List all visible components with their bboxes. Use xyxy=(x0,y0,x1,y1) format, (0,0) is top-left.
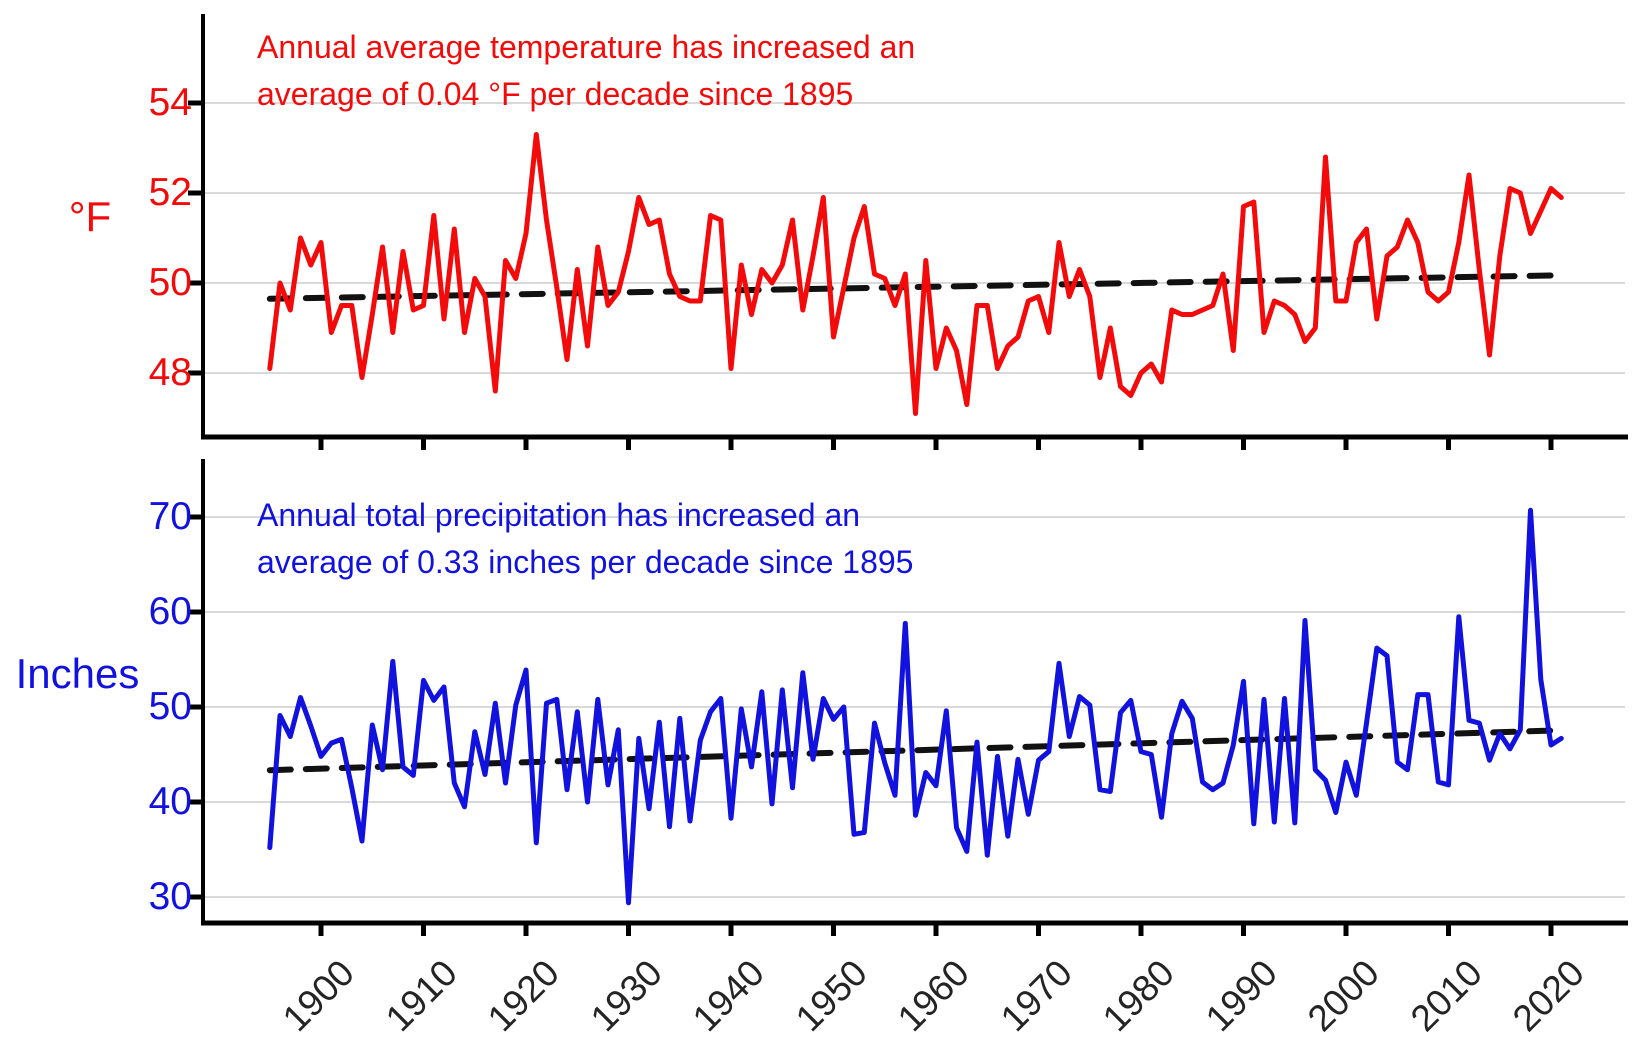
precipitation-annotation-line2: average of 0.33 inches per decade since … xyxy=(257,544,914,580)
y-axis-title-temperature: °F xyxy=(68,193,112,240)
temperature-trend-line xyxy=(266,272,1565,302)
precipitation-y-tick-label-30: 30 xyxy=(148,875,192,918)
temperature-annotation: Annual average temperature has increased… xyxy=(257,24,915,118)
temperature-annotation-line1: Annual average temperature has increased… xyxy=(257,29,916,65)
precipitation-trend-line xyxy=(266,727,1565,774)
temperature-line xyxy=(267,132,1564,416)
precipitation-y-tick-label-60: 60 xyxy=(148,590,192,633)
temperature-annotation-line2: average of 0.04 °F per decade since 1895 xyxy=(257,76,854,112)
precipitation-y-tick-label-50: 50 xyxy=(148,685,192,728)
temperature-y-tick-label-48: 48 xyxy=(148,351,192,394)
precipitation-line xyxy=(267,507,1564,906)
temperature-y-tick-label-52: 52 xyxy=(148,171,192,214)
temperature-y-tick-label-50: 50 xyxy=(148,261,192,304)
precipitation-annotation-line1: Annual total precipitation has increased… xyxy=(257,497,861,533)
y-axis-title-precipitation: Inches xyxy=(15,650,140,697)
precipitation-y-tick-label-40: 40 xyxy=(148,780,192,823)
temperature-y-tick-label-54: 54 xyxy=(148,81,192,124)
precipitation-annotation: Annual total precipitation has increased… xyxy=(257,492,913,586)
precipitation-y-tick-label-70: 70 xyxy=(148,495,192,538)
